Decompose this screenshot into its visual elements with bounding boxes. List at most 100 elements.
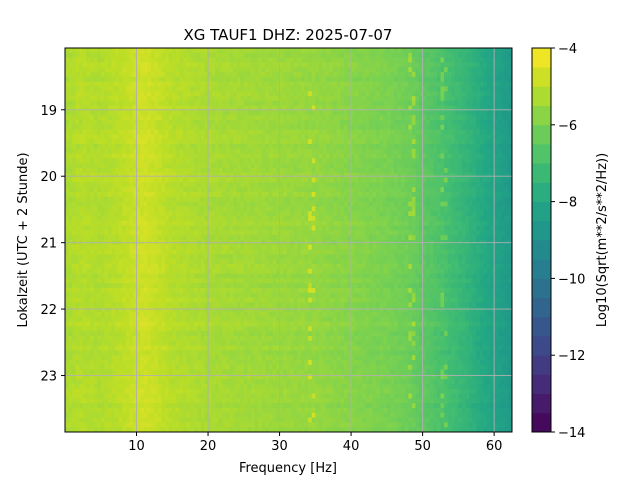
heatmap-cell <box>372 120 377 126</box>
heatmap-cell <box>190 177 195 183</box>
heatmap-cell <box>408 134 413 140</box>
heatmap-cell <box>494 134 499 140</box>
heatmap-cell <box>454 172 459 178</box>
heatmap-cell <box>265 91 270 97</box>
heatmap-cell <box>236 129 241 135</box>
heatmap-cell <box>461 225 466 231</box>
heatmap-cell <box>347 211 352 217</box>
heatmap-cell <box>419 192 423 198</box>
heatmap-cell <box>258 67 263 73</box>
heatmap-cell <box>193 168 198 174</box>
heatmap-cell <box>308 230 313 236</box>
heatmap-cell <box>97 96 102 102</box>
heatmap-cell <box>75 129 80 135</box>
heatmap-cell <box>79 211 84 217</box>
heatmap-cell <box>483 196 488 202</box>
heatmap-cell <box>100 168 105 174</box>
heatmap-cell <box>290 168 295 174</box>
heatmap-cell <box>82 105 87 111</box>
heatmap-cell <box>225 91 230 97</box>
heatmap-cell <box>115 225 120 231</box>
heatmap-cell <box>472 182 477 188</box>
heatmap-cell <box>179 100 184 106</box>
heatmap-cell <box>225 96 230 102</box>
heatmap-cell <box>508 96 513 102</box>
heatmap-cell <box>179 177 184 183</box>
heatmap-cell <box>147 52 152 58</box>
heatmap-cell <box>290 139 295 145</box>
heatmap-cell <box>436 211 441 217</box>
heatmap-cell <box>147 144 152 150</box>
heatmap-cell <box>118 57 123 63</box>
heatmap-cell <box>401 163 406 169</box>
heatmap-cell <box>358 148 363 154</box>
heatmap-cell <box>115 144 120 150</box>
heatmap-cell <box>411 86 416 92</box>
heatmap-cell <box>107 100 112 106</box>
heatmap-cell <box>408 81 413 87</box>
heatmap-cell <box>283 110 288 116</box>
heatmap-cell <box>218 96 223 102</box>
heatmap-cell <box>501 72 506 78</box>
heatmap-cell <box>358 72 363 78</box>
heatmap-cell <box>97 172 102 178</box>
heatmap-cell <box>265 230 270 236</box>
heatmap-cell <box>458 134 463 140</box>
heatmap-cell <box>444 192 449 198</box>
heatmap-cell <box>68 129 73 135</box>
heatmap-cell <box>111 211 116 217</box>
heatmap-cell <box>426 148 431 154</box>
heatmap-cell <box>340 235 345 241</box>
heatmap-cell <box>72 230 77 236</box>
heatmap-cell <box>204 201 209 207</box>
heatmap-cell <box>279 100 284 106</box>
heatmap-cell <box>286 211 291 217</box>
heatmap-cell <box>486 172 491 178</box>
heatmap-cell <box>351 192 356 198</box>
heatmap-cell <box>415 201 420 207</box>
heatmap-cell <box>183 76 187 82</box>
heatmap-cell <box>243 76 248 82</box>
heatmap-cell <box>379 81 384 87</box>
heatmap-cell <box>315 52 320 58</box>
heatmap-cell <box>157 62 162 68</box>
heatmap-cell <box>122 120 127 126</box>
heatmap-cell <box>268 105 273 111</box>
heatmap-cell <box>129 196 134 202</box>
heatmap-cell <box>329 192 334 198</box>
heatmap-cell <box>508 105 513 111</box>
heatmap-cell <box>444 220 449 226</box>
heatmap-cell <box>336 144 341 150</box>
heatmap-cell <box>419 52 423 58</box>
heatmap-cell <box>340 100 345 106</box>
heatmap-cell <box>304 96 309 102</box>
heatmap-cell <box>100 187 105 193</box>
heatmap-cell <box>361 192 366 198</box>
heatmap-cell <box>454 144 459 150</box>
heatmap-cell <box>283 62 288 68</box>
heatmap-cell <box>204 57 209 63</box>
heatmap-cell <box>318 187 323 193</box>
heatmap-cell <box>147 120 152 126</box>
heatmap-cell <box>336 230 341 236</box>
heatmap-cell <box>275 124 280 130</box>
heatmap-cell <box>79 148 84 154</box>
heatmap-cell <box>365 129 370 135</box>
heatmap-cell <box>429 72 434 78</box>
heatmap-cell <box>175 129 180 135</box>
heatmap-cell <box>275 158 280 164</box>
heatmap-cell <box>104 105 109 111</box>
heatmap-cell <box>426 153 431 159</box>
heatmap-cell <box>340 187 345 193</box>
heatmap-cell <box>240 192 245 198</box>
heatmap-cell <box>132 206 137 212</box>
heatmap-cell <box>115 196 120 202</box>
heatmap-cell <box>104 172 109 178</box>
heatmap-cell <box>426 72 431 78</box>
heatmap-cell <box>190 105 195 111</box>
heatmap-cell <box>132 67 137 73</box>
heatmap-cell <box>447 115 452 121</box>
heatmap-cell <box>508 201 513 207</box>
heatmap-cell <box>111 216 116 222</box>
heatmap-cell <box>72 100 77 106</box>
